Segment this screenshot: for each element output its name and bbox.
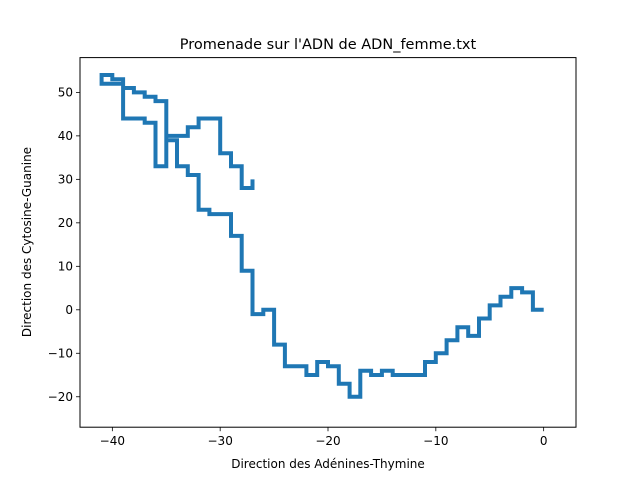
x-tick-label: −40 — [100, 434, 125, 448]
y-tick-label: 10 — [58, 259, 73, 273]
y-tick-label: 50 — [58, 85, 73, 99]
plot-frame — [79, 57, 577, 428]
y-tick-label: 30 — [58, 172, 73, 186]
x-tick-label: 0 — [540, 434, 548, 448]
y-tick-label: 20 — [58, 216, 73, 230]
chart-title: Promenade sur l'ADN de ADN_femme.txt — [180, 37, 477, 53]
y-tick-label: 40 — [58, 129, 73, 143]
y-axis-ticks: −20 −10 0 10 20 30 40 50 — [48, 85, 80, 404]
y-tick-label: −10 — [48, 346, 73, 360]
y-tick-label: 0 — [65, 303, 73, 317]
x-tick-label: −20 — [315, 434, 340, 448]
y-tick-label: −20 — [48, 390, 73, 404]
x-axis-ticks: −40 −30 −20 −10 0 — [100, 427, 548, 448]
series-layer — [99, 73, 544, 399]
x-tick-label: −30 — [208, 434, 233, 448]
x-axis-label: Direction des Adénines-Thymine — [231, 457, 425, 471]
plot-area — [80, 57, 576, 428]
walk-path-line — [99, 73, 544, 399]
series-0 — [99, 73, 544, 399]
y-axis-label: Direction des Cytosine-Guanine — [20, 147, 34, 337]
x-tick-label: −10 — [423, 434, 448, 448]
